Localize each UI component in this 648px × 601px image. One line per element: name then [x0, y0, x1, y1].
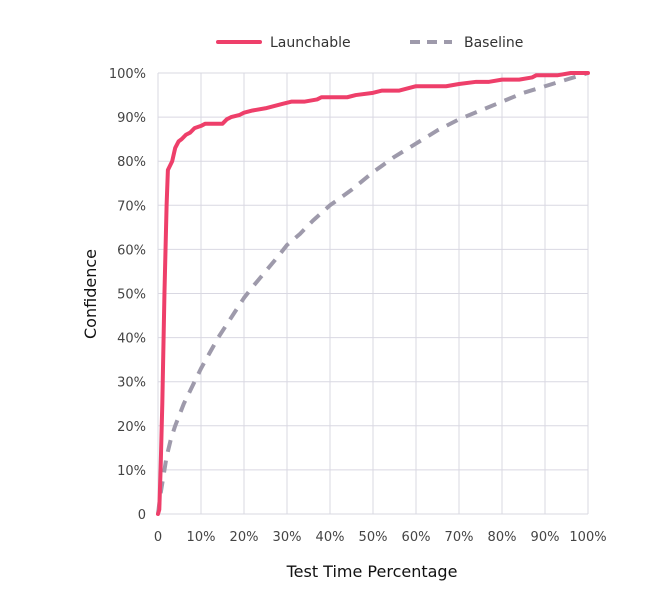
y-tick-label: 80%	[117, 155, 146, 170]
legend-item-launchable: Launchable	[216, 35, 351, 51]
x-axis-title: Test Time Percentage	[286, 562, 458, 581]
y-tick-label: 0	[138, 508, 146, 523]
x-axis-ticks: 0 10% 20% 30% 40% 50% 60% 70% 80% 90% 100%	[154, 530, 607, 545]
y-tick-label: 30%	[117, 376, 146, 391]
y-axis-title: Confidence	[81, 249, 100, 339]
x-tick-label: 40%	[316, 530, 345, 545]
y-tick-label: 90%	[117, 111, 146, 126]
y-axis-ticks: 0 10% 20% 30% 40% 50% 60% 70% 80% 90% 100%	[109, 67, 146, 523]
y-tick-label: 20%	[117, 420, 146, 435]
x-tick-label: 20%	[230, 530, 259, 545]
y-tick-label: 50%	[117, 288, 146, 303]
legend-label: Baseline	[464, 35, 523, 51]
grid	[157, 72, 589, 515]
legend-label: Launchable	[270, 35, 351, 51]
x-tick-label: 90%	[531, 530, 560, 545]
series-layer	[156, 71, 590, 516]
y-tick-label: 70%	[117, 199, 146, 214]
legend: Launchable Baseline	[216, 35, 523, 51]
x-tick-label: 80%	[488, 530, 517, 545]
y-tick-label: 100%	[109, 67, 146, 82]
x-tick-label: 0	[154, 530, 162, 545]
series-line-launchable	[156, 71, 590, 516]
legend-item-baseline: Baseline	[410, 35, 523, 51]
x-tick-label: 70%	[445, 530, 474, 545]
x-tick-label: 60%	[402, 530, 431, 545]
x-tick-label: 100%	[569, 530, 606, 545]
x-tick-label: 10%	[187, 530, 216, 545]
y-tick-label: 60%	[117, 243, 146, 258]
series-line-baseline	[156, 71, 589, 515]
x-tick-label: 30%	[273, 530, 302, 545]
y-tick-label: 10%	[117, 464, 146, 479]
x-tick-label: 50%	[359, 530, 388, 545]
y-tick-label: 40%	[117, 332, 146, 347]
